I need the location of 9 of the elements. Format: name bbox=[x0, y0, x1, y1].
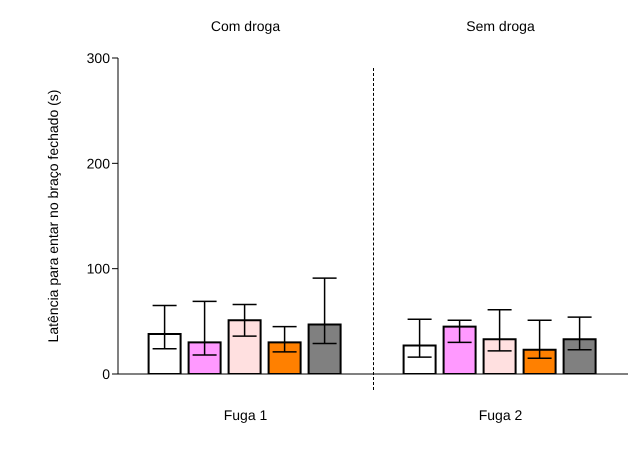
y-tick-label: 300 bbox=[86, 50, 110, 66]
y-axis-title: Latência para entar no braço fechado (s) bbox=[44, 90, 61, 342]
text: Sem droga bbox=[465, 18, 536, 34]
text: Com droga bbox=[210, 18, 282, 34]
y-tick-label: 200 bbox=[86, 155, 110, 172]
x-tick-label: Fuga 2 bbox=[478, 406, 523, 423]
x-tick-label: Fuga 1 bbox=[224, 406, 268, 423]
y-tick-label: 100 bbox=[86, 260, 110, 277]
y-tick-label: 0 bbox=[102, 366, 110, 382]
